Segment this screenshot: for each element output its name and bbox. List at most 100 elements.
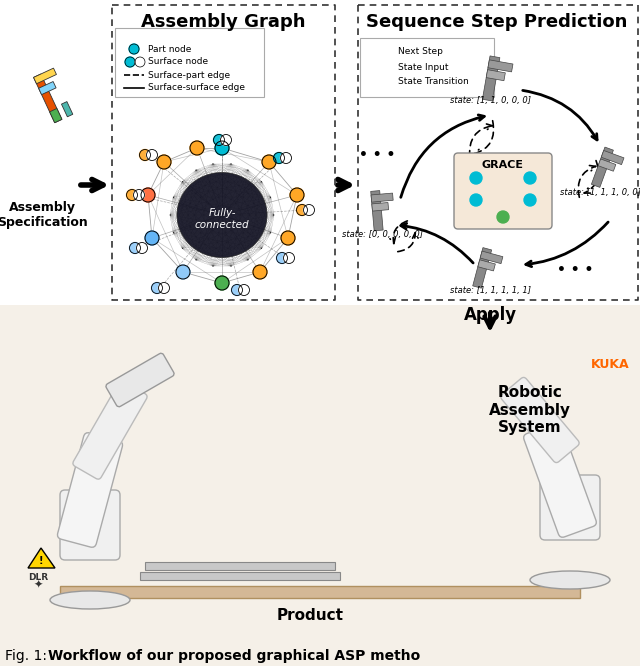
Text: ✦: ✦ [33,580,43,590]
Bar [591,147,613,187]
Bar [372,202,388,211]
Bar [598,159,616,171]
Text: Surface-surface edge: Surface-surface edge [148,83,245,93]
Bar [488,60,513,72]
Ellipse shape [177,172,267,258]
Bar [33,68,56,84]
Text: Surface node: Surface node [148,57,208,67]
FancyBboxPatch shape [115,28,264,97]
Text: Workflow of our proposed graphical ASP metho: Workflow of our proposed graphical ASP m… [48,649,420,663]
Circle shape [141,188,155,202]
Bar [50,109,62,123]
Text: state: [1, 1, 0, 0, 0]: state: [1, 1, 0, 0, 0] [449,95,531,105]
Circle shape [276,252,287,264]
Text: Assembly
Specification: Assembly Specification [0,201,88,229]
Text: !: ! [39,556,44,566]
Circle shape [281,231,295,245]
Circle shape [524,172,536,184]
Circle shape [239,284,250,296]
Circle shape [232,284,243,296]
Bar [145,562,335,570]
FancyBboxPatch shape [58,433,122,547]
Bar [371,193,393,202]
Circle shape [284,252,294,264]
Circle shape [215,141,229,155]
Text: Next Step: Next Step [398,47,443,57]
Text: Part node: Part node [148,45,191,53]
Circle shape [470,194,482,206]
Bar [478,260,495,271]
Circle shape [129,44,139,54]
Bar [61,102,73,117]
Text: Surface-part edge: Surface-part edge [148,71,230,79]
FancyBboxPatch shape [454,153,552,229]
FancyBboxPatch shape [501,378,579,463]
Text: state: [1, 1, 1, 0, 0]: state: [1, 1, 1, 0, 0] [559,188,640,196]
Text: DLR: DLR [28,573,48,583]
Circle shape [214,135,225,145]
Circle shape [136,242,147,254]
Text: GRACE: GRACE [482,160,524,170]
Circle shape [127,190,138,200]
Circle shape [152,282,163,294]
Text: KUKA: KUKA [591,358,629,372]
Ellipse shape [50,591,130,609]
Bar [140,572,340,580]
Circle shape [125,57,135,67]
Text: • • •: • • • [557,263,593,277]
Bar [371,190,383,231]
Text: • • •: • • • [359,148,395,162]
Circle shape [262,155,276,169]
Text: Fig. 1:: Fig. 1: [5,649,51,663]
Circle shape [135,57,145,67]
Circle shape [147,149,157,161]
Text: State Input: State Input [398,63,449,71]
Circle shape [253,265,267,279]
Ellipse shape [530,571,610,589]
Circle shape [290,188,304,202]
FancyBboxPatch shape [106,353,174,407]
Bar [473,248,492,288]
Text: Assembly Graph: Assembly Graph [141,13,305,31]
Circle shape [215,276,229,290]
Bar [483,56,500,101]
FancyBboxPatch shape [360,38,494,97]
Bar [33,74,62,123]
Circle shape [129,242,141,254]
Text: Sequence Step Prediction: Sequence Step Prediction [366,13,628,31]
Text: Robotic
Assembly
System: Robotic Assembly System [489,385,571,435]
Circle shape [159,282,170,294]
Circle shape [176,265,190,279]
Bar [0,0,640,305]
Text: state: [1, 1, 1, 1, 1]: state: [1, 1, 1, 1, 1] [449,286,531,294]
Bar [60,586,580,598]
FancyBboxPatch shape [60,490,120,560]
Text: Apply: Apply [463,306,516,324]
Circle shape [157,155,171,169]
Polygon shape [28,548,55,568]
Text: Product: Product [276,607,344,623]
FancyBboxPatch shape [524,423,596,537]
Bar [0,305,640,666]
Circle shape [221,135,232,145]
FancyBboxPatch shape [73,381,147,479]
Circle shape [280,153,291,163]
Circle shape [303,204,314,216]
Bar [38,81,56,95]
Circle shape [190,141,204,155]
Bar [480,251,503,264]
Bar [486,70,506,81]
Circle shape [140,149,150,161]
Circle shape [145,231,159,245]
Circle shape [273,153,285,163]
Circle shape [470,172,482,184]
Text: State Transition: State Transition [398,77,468,87]
Circle shape [524,194,536,206]
Bar [601,151,624,165]
Circle shape [497,211,509,223]
Text: Fully-
connected: Fully- connected [195,208,250,230]
Text: state: [0, 0, 0, 0, 0]: state: [0, 0, 0, 0, 0] [342,230,422,240]
Circle shape [134,190,145,200]
FancyBboxPatch shape [540,475,600,540]
Circle shape [296,204,307,216]
